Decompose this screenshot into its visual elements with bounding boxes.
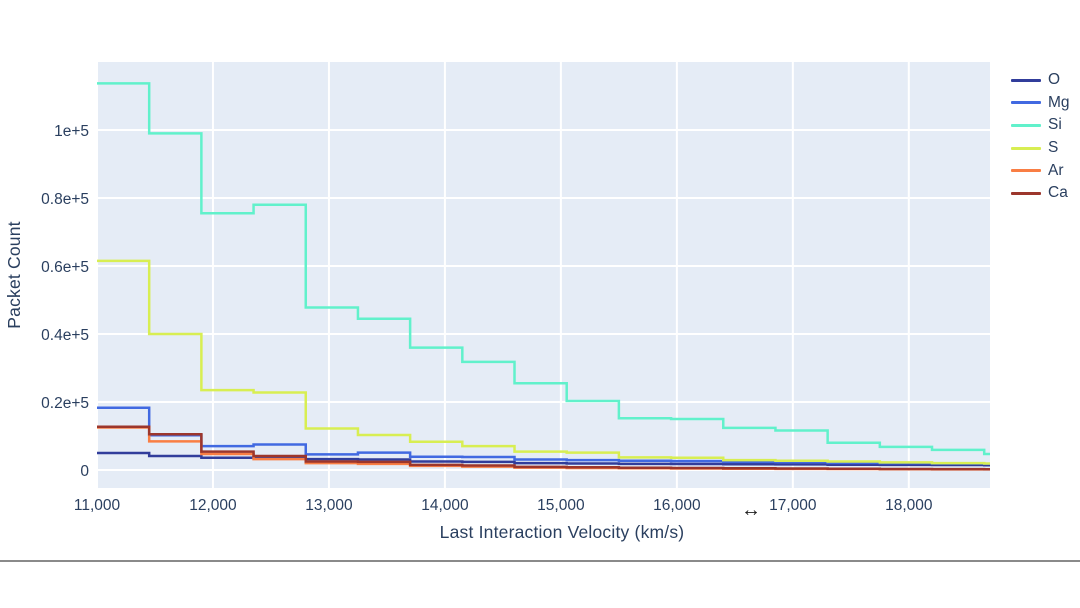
x-axis-title: Last Interaction Velocity (km/s) (439, 522, 685, 542)
y-axis-title: Packet Count (4, 221, 24, 329)
legend-label: Ca (1048, 184, 1068, 202)
x-tick-label: 15,000 (537, 497, 585, 514)
x-tick-label: 11,000 (74, 497, 121, 514)
x-tick-label: 12,000 (189, 497, 237, 514)
series-s-line (97, 259, 990, 465)
legend-item-o[interactable]: O (1011, 69, 1070, 92)
legend-swatch-ar (1011, 169, 1041, 173)
legend-item-ca[interactable]: Ca (1011, 182, 1070, 205)
legend-label: S (1048, 139, 1059, 157)
x-tick-label: 14,000 (421, 497, 469, 514)
plot-area[interactable]: 11,000 12,000 13,000 14,000 15,000 16,000 17,0… (0, 0, 1080, 560)
legend-swatch-o (1011, 78, 1041, 82)
horizontal-divider (0, 560, 1080, 562)
legend-label: Ar (1048, 161, 1064, 179)
x-tick-label: 18,000 (885, 497, 933, 514)
legend-swatch-si (1011, 123, 1041, 127)
x-tick-label: 17,000 (769, 497, 817, 514)
legend-item-mg[interactable]: Mg (1011, 92, 1070, 115)
x-tick-label: 13,000 (305, 497, 353, 514)
legend-item-ar[interactable]: Ar (1011, 159, 1070, 182)
plot-background (97, 62, 990, 488)
series-ca-line (97, 425, 990, 471)
legend-label: O (1048, 71, 1061, 89)
horizontal-resize-cursor-icon: ↔ (741, 499, 761, 521)
x-tick-label: 16,000 (653, 497, 701, 514)
legend: O Mg Si S Ar Ca (1011, 69, 1070, 205)
y-tick-label: 0.8e+5 (41, 191, 89, 208)
legend-item-s[interactable]: S (1011, 137, 1070, 160)
legend-swatch-mg (1011, 101, 1041, 105)
y-tick-label: 1e+5 (54, 123, 89, 140)
legend-item-si[interactable]: Si (1011, 114, 1070, 137)
series-si-line (97, 82, 990, 456)
legend-swatch-ca (1011, 191, 1041, 195)
y-tick-label: 0 (80, 463, 89, 480)
legend-label: Mg (1048, 93, 1070, 111)
y-tick-label: 0.2e+5 (41, 395, 89, 412)
legend-label: Si (1048, 116, 1062, 134)
y-tick-label: 0.4e+5 (41, 327, 89, 344)
y-tick-label: 0.6e+5 (41, 259, 89, 276)
legend-swatch-s (1011, 146, 1041, 150)
